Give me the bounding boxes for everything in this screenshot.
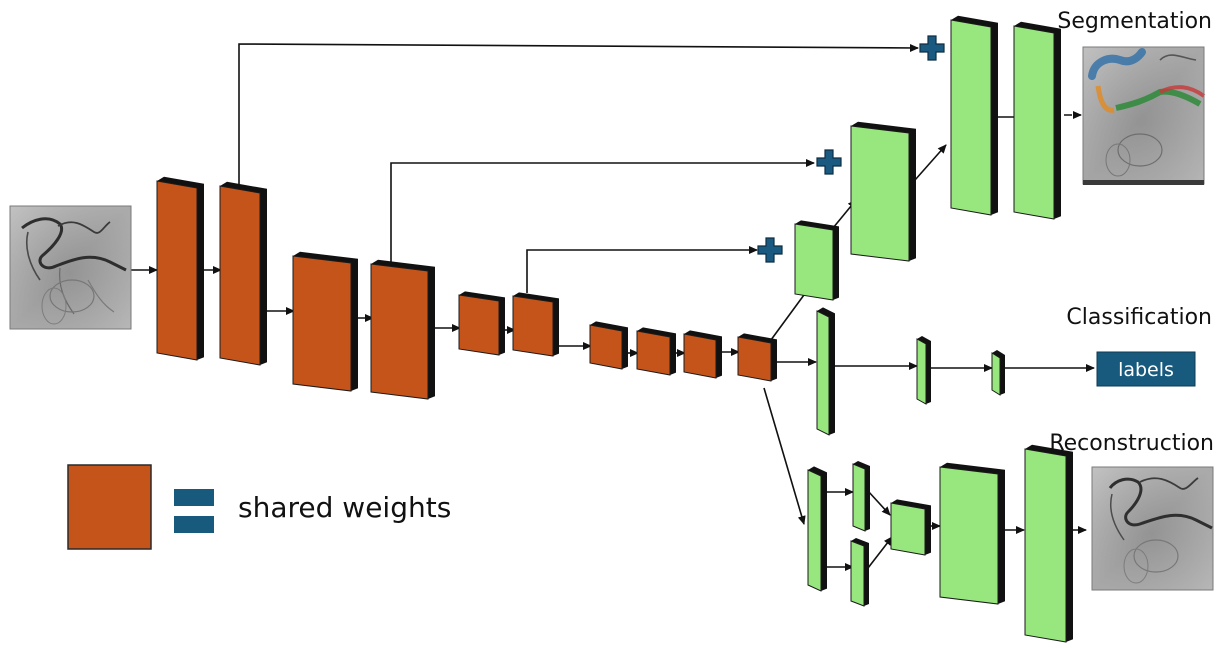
arrow-rec2b-to-rec3 (867, 536, 893, 569)
rec-block-2b (850, 538, 869, 607)
reconstruction-output-image (1091, 466, 1214, 591)
encoder-block-7 (589, 321, 628, 370)
arrow-bottleneck-to-rec1 (763, 387, 806, 525)
arrow-seg2-to-seg3 (914, 144, 947, 181)
reconstruction-title: Reconstruction (1049, 431, 1214, 456)
labels-output-box: labels (1096, 351, 1196, 387)
input-angiogram-image (9, 205, 132, 330)
arrow-rec2a-to-rec3 (867, 490, 891, 516)
skip-connection-top (238, 43, 919, 184)
encoder-block-2 (219, 181, 267, 366)
segmentation-output-image (1082, 46, 1206, 185)
classification-title: Classification (1066, 305, 1212, 330)
segmentation-title: Segmentation (1057, 9, 1212, 34)
rec-block-3 (890, 499, 931, 556)
encoder-block-10 (737, 333, 777, 382)
encoder-block-5 (458, 291, 505, 356)
seg-decoder-block-2 (850, 121, 916, 262)
cls-block-1 (816, 307, 835, 436)
plus-icon (919, 35, 945, 61)
plus-icon (757, 237, 783, 263)
encoder-block-6 (512, 292, 559, 357)
cls-block-2 (916, 336, 931, 405)
rec-block-2a (852, 461, 870, 532)
skip-connection-middle (390, 159, 815, 262)
legend: shared weights (67, 464, 451, 550)
decoder-blocks (794, 15, 1073, 643)
equals-icon (174, 489, 214, 533)
encoder-block-1 (156, 176, 204, 361)
encoder-block-9 (683, 330, 722, 379)
seg-decoder-block-4 (1013, 21, 1061, 220)
seg-decoder-block-1 (794, 220, 839, 301)
labels-box-text: labels (1118, 359, 1174, 381)
seg-decoder-block-3 (950, 15, 998, 216)
encoder-blocks (156, 176, 777, 400)
encoder-block-4 (370, 259, 435, 400)
plus-icon (816, 149, 842, 175)
rec-block-4 (939, 462, 1005, 605)
encoder-block-8 (636, 327, 676, 376)
cls-block-3 (991, 350, 1005, 396)
rec-block-5 (1024, 444, 1073, 643)
legend-shared-weights-label: shared weights (238, 491, 451, 524)
skip-connection-low (526, 246, 758, 293)
rec-block-1 (807, 466, 827, 592)
legend-encoder-swatch (67, 464, 152, 550)
encoder-block-3 (292, 251, 358, 392)
